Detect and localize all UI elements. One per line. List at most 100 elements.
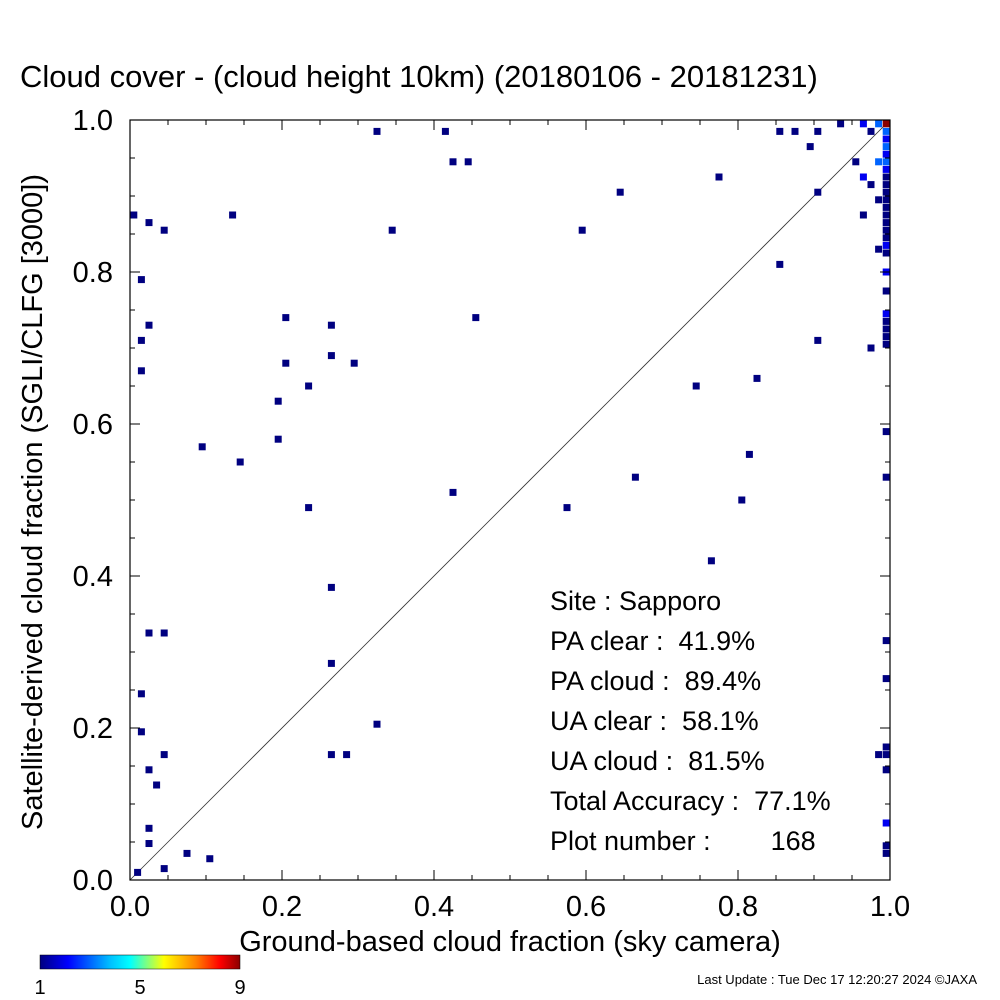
stat-line: Site : Sapporo bbox=[550, 586, 721, 616]
data-point bbox=[776, 127, 784, 135]
data-point bbox=[137, 690, 145, 698]
data-point bbox=[882, 842, 890, 850]
data-point bbox=[882, 637, 890, 645]
x-tick-label: 0.4 bbox=[414, 891, 454, 923]
data-point bbox=[745, 450, 753, 458]
data-point bbox=[229, 211, 237, 219]
data-point bbox=[472, 314, 480, 322]
data-point bbox=[791, 127, 799, 135]
data-point bbox=[882, 211, 890, 219]
data-point bbox=[882, 173, 890, 181]
data-point bbox=[145, 321, 153, 329]
data-point bbox=[753, 374, 761, 382]
data-point bbox=[882, 181, 890, 189]
data-point bbox=[449, 488, 457, 496]
data-point bbox=[882, 165, 890, 173]
data-point bbox=[343, 751, 351, 759]
colorbar-max-label: 9 bbox=[234, 977, 245, 999]
data-point bbox=[388, 226, 396, 234]
stat-line: PA cloud : 89.4% bbox=[550, 666, 761, 696]
data-point bbox=[145, 629, 153, 637]
data-point bbox=[882, 158, 890, 166]
data-point bbox=[776, 260, 784, 268]
data-point bbox=[373, 720, 381, 728]
data-point bbox=[137, 367, 145, 375]
data-point bbox=[882, 743, 890, 751]
y-tick-label: 0.2 bbox=[73, 713, 113, 745]
data-point bbox=[882, 751, 890, 759]
footer-last-update: Last Update : Tue Dec 17 12:20:27 2024 ©… bbox=[697, 972, 977, 987]
data-point bbox=[882, 287, 890, 295]
data-point bbox=[327, 352, 335, 360]
data-point bbox=[707, 557, 715, 565]
data-point bbox=[859, 211, 867, 219]
stat-line: PA clear : 41.9% bbox=[550, 626, 755, 656]
data-point bbox=[875, 158, 883, 166]
data-point bbox=[327, 751, 335, 759]
x-axis-label: Ground-based cloud fraction (sky camera) bbox=[239, 926, 781, 958]
data-point bbox=[882, 196, 890, 204]
data-point bbox=[327, 583, 335, 591]
data-point bbox=[441, 127, 449, 135]
data-point bbox=[137, 728, 145, 736]
data-point bbox=[160, 865, 168, 873]
data-point bbox=[882, 325, 890, 333]
data-point bbox=[882, 473, 890, 481]
data-point bbox=[692, 382, 700, 390]
data-point bbox=[616, 188, 624, 196]
data-point bbox=[859, 173, 867, 181]
data-point bbox=[882, 249, 890, 257]
data-point bbox=[882, 135, 890, 143]
data-point bbox=[837, 120, 845, 128]
data-point bbox=[206, 855, 214, 863]
data-point bbox=[882, 317, 890, 325]
data-point bbox=[153, 781, 161, 789]
colorbar-mid-label: 5 bbox=[134, 977, 145, 999]
data-point bbox=[137, 336, 145, 344]
x-tick-label: 0.2 bbox=[262, 891, 302, 923]
data-point bbox=[859, 120, 867, 128]
colorbar bbox=[39, 954, 241, 970]
y-tick-label: 1.0 bbox=[73, 105, 113, 137]
data-point bbox=[327, 321, 335, 329]
data-point bbox=[183, 849, 191, 857]
data-point bbox=[814, 336, 822, 344]
data-point bbox=[145, 766, 153, 774]
y-axis-label: Satellite-derived cloud fraction (SGLI/C… bbox=[17, 174, 49, 830]
data-point bbox=[814, 188, 822, 196]
data-point bbox=[882, 340, 890, 348]
one-to-one-line bbox=[129, 119, 891, 881]
data-point bbox=[882, 203, 890, 211]
x-tick-label: 0.6 bbox=[566, 891, 606, 923]
data-point bbox=[875, 245, 883, 253]
data-point bbox=[882, 849, 890, 857]
chart-title: Cloud cover - (cloud height 10km) (20180… bbox=[20, 59, 818, 94]
data-points bbox=[130, 120, 890, 876]
data-point bbox=[373, 127, 381, 135]
x-tick-label: 0.0 bbox=[110, 891, 150, 923]
data-point bbox=[305, 382, 313, 390]
x-tick-label: 0.8 bbox=[718, 891, 758, 923]
data-point bbox=[852, 158, 860, 166]
data-point bbox=[875, 120, 883, 128]
y-tick-label: 0.4 bbox=[73, 561, 113, 593]
data-point bbox=[814, 127, 822, 135]
data-point bbox=[145, 219, 153, 227]
data-point bbox=[464, 158, 472, 166]
data-point bbox=[875, 196, 883, 204]
data-point bbox=[882, 819, 890, 827]
data-point bbox=[145, 824, 153, 832]
data-point bbox=[274, 435, 282, 443]
data-point bbox=[160, 629, 168, 637]
y-tick-labels: 0.0 0.2 0.4 0.6 0.8 1.0 bbox=[73, 105, 113, 897]
data-point bbox=[882, 150, 890, 158]
data-point bbox=[738, 496, 746, 504]
data-point bbox=[563, 504, 571, 512]
data-point bbox=[160, 226, 168, 234]
data-point bbox=[867, 344, 875, 352]
y-tick-label: 0.6 bbox=[73, 409, 113, 441]
data-point bbox=[305, 504, 313, 512]
data-point bbox=[882, 234, 890, 242]
data-point bbox=[449, 158, 457, 166]
